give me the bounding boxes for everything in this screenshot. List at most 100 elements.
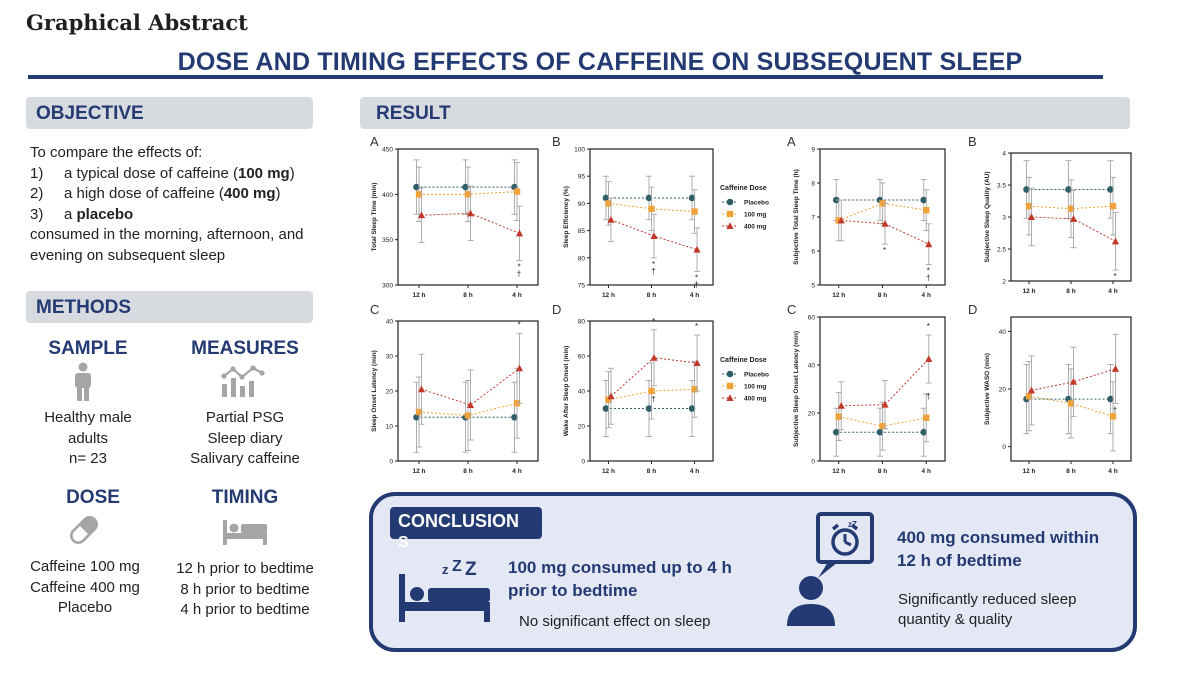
objective-item: 3) a placebo: [30, 205, 330, 226]
chart-subjective-sleep-quality: B 2 2.5 3 3.5 4 Subjective Sleep Quality (AU) 1…: [968, 134, 1132, 295]
y-axis-label: Sleep Efficiency (%): [563, 186, 570, 248]
conclusions-tab: [390, 507, 542, 539]
methods-header-bar: [26, 291, 313, 323]
series-line-400mg: [841, 219, 929, 245]
y-tick-label: 20: [808, 411, 816, 418]
dose-line: Caffeine 400 mg: [30, 578, 140, 596]
x-tick-label: 8 h: [878, 292, 887, 299]
legend-label: 400 mg: [744, 223, 766, 230]
person-icon: [75, 362, 91, 401]
panel-letter: D: [968, 302, 977, 317]
legend-marker-placebo: [726, 198, 734, 206]
data-point-placebo: [645, 405, 653, 412]
main-title: DOSE AND TIMING EFFECTS OF CAFFEINE ON S…: [177, 48, 1023, 76]
data-point-400mg: [1111, 237, 1120, 245]
methods-heading: METHODS: [36, 297, 131, 318]
data-point-placebo: [462, 183, 469, 191]
timing-line: 12 h prior to bedtime: [176, 560, 314, 577]
x-tick-label: 12 h: [602, 292, 615, 299]
y-tick-label: 20: [999, 387, 1007, 394]
y-axis-label: Total Sleep Time (min): [371, 183, 378, 252]
chart-total-sleep-time: A 300 350 400 450 Total Sleep Time (min) 12 h 8…: [370, 134, 539, 299]
y-tick-label: 40: [578, 389, 586, 396]
objective-item-dose: 100 mg: [238, 164, 290, 182]
y-tick-label: 450: [382, 147, 393, 154]
chart-wake-after-sleep-onset: D 0 20 40 60 80 Wake After Sleep Onset (min) 12…: [552, 302, 714, 475]
x-tick-label: 4 h: [512, 468, 521, 475]
x-tick-label: 12 h: [602, 468, 615, 475]
data-point-100mg: [1067, 205, 1075, 212]
legend-marker-100mg: [726, 210, 734, 218]
objective-outro: consumed in the morning, afternoon, and …: [30, 226, 304, 264]
series-line-400mg: [1031, 368, 1116, 391]
objective-item-num: 1): [30, 164, 44, 182]
data-point-400mg: [417, 211, 426, 219]
chart-subjective-waso: D 0 20 40 Subjective WASO (min) 12 h 8 h 4 h †: [968, 302, 1132, 475]
capsule-icon: [70, 516, 98, 544]
bed-icon: [223, 520, 267, 545]
data-point-400mg: [417, 385, 426, 393]
data-point-400mg: [693, 245, 701, 253]
conclusions-heading-line1: CONCLUSION: [398, 511, 519, 531]
data-point-100mg: [464, 191, 472, 198]
data-point-400mg: [1027, 213, 1036, 220]
conclusion-left-subtext: No significant effect on sleep: [519, 613, 711, 630]
y-tick-label: 80: [578, 255, 586, 262]
data-point-placebo: [645, 194, 653, 202]
sample-line: n= 23: [69, 450, 107, 467]
significance-marker: *: [927, 322, 930, 331]
data-point-400mg: [515, 229, 524, 237]
timing-line: 8 h prior to bedtime: [180, 580, 310, 598]
x-tick-label: 4 h: [512, 292, 521, 299]
timing-heading: TIMING: [211, 487, 279, 508]
legend-label: Placebo: [744, 199, 769, 206]
measures-text: Partial PSG Sleep diary Salivary caffein…: [170, 408, 320, 470]
series-line-400mg: [610, 219, 698, 251]
data-point-100mg: [1109, 413, 1117, 420]
data-point-100mg: [923, 207, 930, 214]
data-point-400mg: [693, 359, 701, 366]
legend-marker-placebo: [726, 370, 734, 378]
data-point-400mg: [650, 353, 658, 361]
data-point-placebo: [688, 405, 696, 412]
significance-marker: *: [517, 320, 520, 329]
y-tick-label: 80: [578, 319, 586, 326]
x-tick-label: 8 h: [647, 468, 656, 475]
panel-letter: B: [968, 134, 977, 149]
x-tick-label: 8 h: [647, 292, 656, 299]
y-tick-label: 0: [1002, 444, 1006, 451]
legend-marker-400mg: [726, 394, 734, 401]
data-point-400mg: [466, 401, 475, 408]
x-tick-label: 12 h: [1022, 468, 1035, 475]
y-tick-label: 9: [811, 147, 815, 154]
y-tick-label: 0: [581, 459, 585, 466]
data-point-100mg: [605, 200, 612, 207]
result-heading: RESULT: [376, 103, 451, 124]
data-point-400mg: [837, 402, 845, 409]
measures-line: Salivary caffeine: [190, 450, 300, 467]
data-point-100mg: [415, 408, 423, 416]
legend-label: Placebo: [744, 371, 769, 378]
svg-text:z: z: [442, 562, 449, 577]
y-tick-label: 2: [1002, 279, 1006, 286]
y-tick-label: 0: [811, 459, 815, 466]
sleeping-bed-icon: z Z Z: [399, 560, 490, 622]
data-point-100mg: [513, 188, 521, 195]
x-tick-label: 12 h: [1022, 288, 1035, 295]
result-header-bar: [360, 97, 1130, 129]
data-point-400mg: [881, 400, 889, 408]
data-point-400mg: [1027, 386, 1036, 394]
y-tick-label: 75: [578, 283, 586, 290]
objective-item-text: a high dose of caffeine (: [64, 185, 224, 202]
data-point-placebo: [602, 405, 610, 412]
series-line-100mg: [838, 202, 927, 221]
y-tick-label: 8: [811, 181, 815, 188]
conclusion-right-subtext: Significantly reduced sleep quantity & q…: [898, 591, 1077, 628]
dose-heading: DOSE: [66, 487, 120, 508]
data-point-placebo: [688, 194, 696, 202]
data-point-100mg: [464, 412, 472, 419]
dose-text: Caffeine 100 mg Caffeine 400 mg Placebo: [10, 557, 160, 619]
y-tick-label: 5: [811, 283, 815, 290]
person-alarm-thought-icon: zZ: [787, 512, 874, 626]
series-line-400mg: [421, 367, 520, 406]
